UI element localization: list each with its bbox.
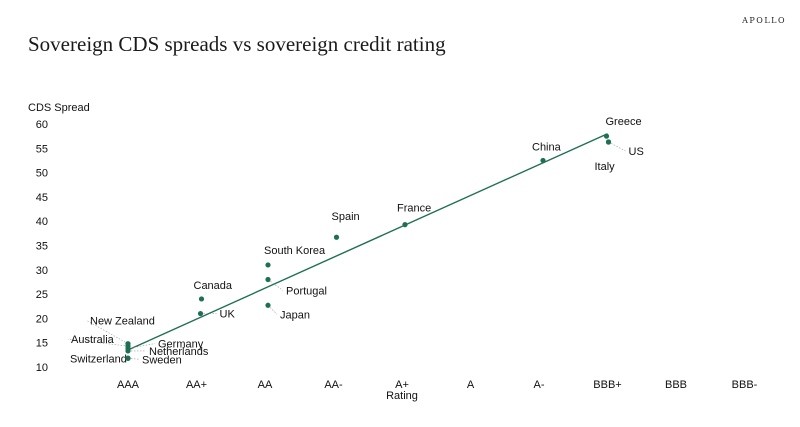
x-tick-label: BBB+ [593, 379, 621, 391]
point-label-greece: Greece [606, 116, 642, 128]
point-italy [605, 139, 612, 145]
y-tick-label: 30 [36, 265, 48, 277]
leader-line-us [608, 141, 626, 152]
point-south-korea [265, 262, 271, 268]
x-tick-label: A [467, 379, 475, 391]
point-label-new-zealand: New Zealand [90, 316, 155, 328]
point-japan [265, 302, 271, 308]
trendline [127, 133, 608, 351]
point-china [540, 157, 546, 164]
point-label-uk: UK [220, 309, 236, 321]
y-tick-label: 35 [36, 241, 48, 253]
x-tick-label: AA+ [186, 379, 207, 391]
y-axis-label: CDS Spread [28, 102, 90, 114]
point-label-germany: Germany [158, 339, 204, 351]
point-label-australia: Australia [71, 334, 115, 346]
x-tick-label: A+ [395, 379, 409, 391]
x-tick-label: AAA [117, 379, 140, 391]
point-sweden [125, 355, 131, 361]
point-uk [197, 310, 204, 317]
leader-line-australia [67, 338, 129, 347]
y-tick-label: 15 [36, 338, 48, 350]
brand-logo: APOLLO [742, 16, 786, 25]
point-label-south-korea: South Korea [264, 245, 326, 257]
point-label-italy: Italy [595, 161, 616, 173]
point-label-sweden: Sweden [142, 354, 182, 366]
y-tick-label: 50 [36, 168, 48, 180]
point-label-us: US [629, 146, 644, 158]
point-france [402, 222, 408, 228]
x-axis-label: Rating [386, 390, 418, 402]
y-tick-label: 10 [36, 362, 48, 374]
point-netherlands [125, 348, 131, 354]
point-label-japan: Japan [280, 309, 310, 321]
point-label-france: France [397, 203, 431, 215]
x-tick-label: BBB- [732, 379, 758, 391]
point-canada [198, 296, 205, 302]
point-label-portugal: Portugal [286, 286, 327, 298]
point-label-spain: Spain [332, 211, 360, 223]
chart-title: Sovereign CDS spreads vs sovereign credi… [28, 32, 446, 56]
y-tick-label: 55 [36, 143, 48, 155]
leader-line-portugal [267, 279, 284, 291]
x-axis: AAA AA+ AA AA- A+ A A- BBB+ BBB BBB-Rating [117, 379, 758, 402]
point-label-netherlands: Netherlands [149, 346, 209, 358]
point-spain [333, 234, 340, 240]
point-greece [603, 133, 610, 139]
y-tick-label: 40 [36, 216, 48, 228]
point-label-switzerland: Switzerland [70, 353, 127, 365]
y-tick-label: 60 [36, 119, 48, 131]
x-tick-label: AA [258, 379, 273, 391]
leader-line-japan [267, 305, 278, 315]
point-label-china: China [532, 141, 562, 153]
y-tick-label: 45 [36, 192, 48, 204]
x-tick-label: BBB [665, 379, 687, 391]
leader-line-new-zealand [86, 320, 129, 344]
y-tick-label: 25 [36, 289, 48, 301]
leader-line-sweden [127, 357, 140, 360]
point-label-canada: Canada [194, 280, 233, 292]
trendline-group [127, 133, 608, 351]
point-portugal [265, 276, 271, 283]
y-axis: CDS Spread 10 15 20 25 30 35 40 45 50 55 60 [28, 102, 90, 374]
x-tick-label: A- [534, 379, 545, 391]
x-tick-label: AA- [324, 379, 343, 391]
y-tick-label: 20 [36, 313, 48, 325]
